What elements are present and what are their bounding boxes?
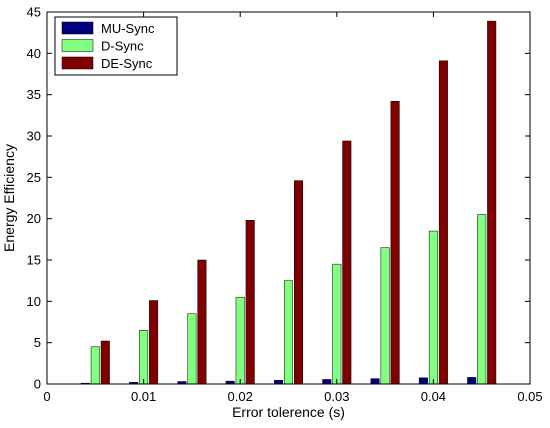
x-tick-label: 0.02 xyxy=(228,389,253,404)
bar-d-sync-7 xyxy=(428,230,438,385)
bar-mu-sync-8 xyxy=(467,377,477,385)
y-tick-label: 40 xyxy=(27,46,41,61)
x-tick-label: 0.03 xyxy=(324,389,349,404)
x-tick-label: 0.01 xyxy=(131,389,156,404)
x-tick-label: 0.04 xyxy=(421,389,446,404)
bar-mu-sync-4 xyxy=(274,380,283,385)
legend-swatch-d-sync xyxy=(61,39,94,52)
bar-de-sync-0 xyxy=(100,340,110,385)
bar-de-sync-7 xyxy=(438,60,448,385)
y-tick-label: 45 xyxy=(27,5,41,20)
legend-swatch-de-sync xyxy=(61,56,94,70)
bar-mu-sync-7 xyxy=(418,377,428,385)
ticks-layer: 0 0.01 0.02 0.03 0.04 0.05 0 5 10 15 20 25 30 35 40 45 xyxy=(27,5,543,405)
legend-swatch-mu-sync xyxy=(61,21,94,35)
x-tick-label: 0.05 xyxy=(517,389,542,404)
bar-d-sync-1 xyxy=(139,330,149,385)
legend-label-d-sync: D-Sync xyxy=(101,39,144,54)
y-tick-label: 30 xyxy=(27,129,41,144)
bar-de-sync-6 xyxy=(390,101,400,385)
bar-de-sync-1 xyxy=(149,300,159,385)
bar-de-sync-4 xyxy=(294,180,303,385)
bar-d-sync-5 xyxy=(332,263,342,385)
bar-d-sync-2 xyxy=(187,313,197,385)
bar-de-sync-3 xyxy=(245,220,255,385)
y-tick-label: 5 xyxy=(34,335,41,350)
y-tick-label: 25 xyxy=(27,170,41,185)
x-axis-label: Error tolerence (s) xyxy=(232,404,345,420)
x-tick-label: 0 xyxy=(43,389,50,404)
bar-mu-sync-6 xyxy=(370,378,380,385)
bar-d-sync-3 xyxy=(235,296,245,385)
y-tick-label: 20 xyxy=(27,211,41,226)
bar-de-sync-5 xyxy=(342,140,352,385)
plot-frame xyxy=(46,11,531,385)
bar-de-sync-2 xyxy=(197,259,207,385)
y-tick-label: 15 xyxy=(27,253,41,268)
y-tick-label: 35 xyxy=(27,87,41,102)
y-tick-label: 0 xyxy=(34,377,41,392)
bar-mu-sync-5 xyxy=(322,379,332,385)
bar-de-sync-8 xyxy=(487,20,497,385)
bar-d-sync-0 xyxy=(90,346,100,385)
y-axis-label: Energy Efficiency xyxy=(1,144,17,252)
legend: MU-Sync D-Sync DE-Sync xyxy=(54,16,178,76)
y-tick-label: 10 xyxy=(27,294,41,309)
legend-label-de-sync: DE-Sync xyxy=(101,56,153,71)
bar-d-sync-6 xyxy=(380,247,390,385)
bar-d-sync-4 xyxy=(284,280,293,385)
legend-label-mu-sync: MU-Sync xyxy=(101,21,155,36)
bar-d-sync-8 xyxy=(477,214,487,385)
